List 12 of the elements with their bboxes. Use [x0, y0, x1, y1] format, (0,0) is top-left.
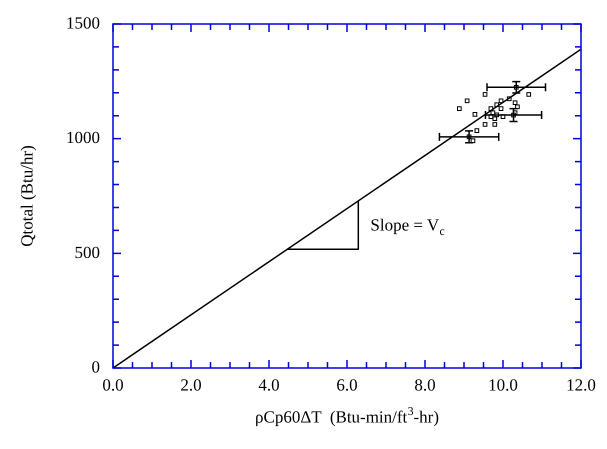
x-tick-label: 2.0 [180, 375, 202, 394]
y-axis-title: Qtotal (Btu/hr) [17, 145, 36, 247]
x-tick-label: 8.0 [414, 375, 436, 394]
x-tick-label: 4.0 [258, 375, 280, 394]
x-tick-label: 6.0 [336, 375, 358, 394]
y-tick-label: 500 [74, 242, 100, 262]
y-tick-label: 1000 [66, 128, 100, 148]
x-tick-label: 0.0 [102, 375, 124, 394]
x-tick-label: 10.0 [488, 375, 518, 394]
x-tick-label: 12.0 [566, 375, 596, 394]
y-tick-label: 0 [92, 357, 100, 376]
y-tick-label: 1500 [66, 13, 100, 32]
